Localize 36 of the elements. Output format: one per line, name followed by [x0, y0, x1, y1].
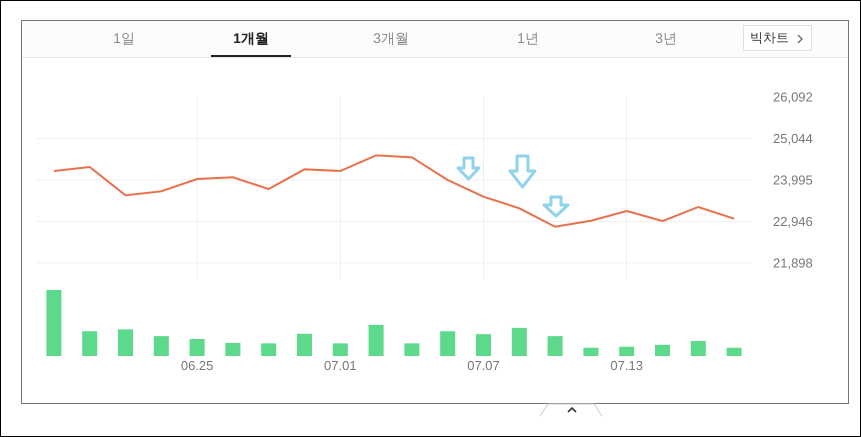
bar [368, 324, 384, 356]
bar [261, 343, 276, 356]
bar [654, 344, 670, 356]
bar [726, 348, 742, 356]
y-tick-label: 23,995 [773, 172, 813, 188]
bar [440, 331, 456, 356]
bar [190, 339, 205, 356]
x-tick-label: 07.13 [610, 358, 643, 373]
text: 3년 [654, 29, 678, 48]
text: 1개월 [211, 21, 291, 57]
x-tick-label: 06.25 [180, 358, 214, 373]
text: 1년 [516, 29, 540, 48]
text: 1일 [112, 29, 136, 48]
bar [512, 328, 527, 356]
bar [548, 336, 563, 356]
y-tick-label: 26,092 [773, 90, 813, 105]
bar [296, 334, 312, 356]
text: 빅차트 [743, 25, 812, 51]
x-tick-label: 07.07 [467, 358, 500, 373]
bar [404, 343, 420, 356]
bar [82, 331, 98, 356]
bar [476, 334, 492, 356]
bar [46, 290, 62, 356]
y-tick-label: 21,898 [773, 256, 813, 271]
bar [154, 336, 169, 356]
bar [619, 346, 634, 356]
bar [225, 342, 240, 356]
bar [583, 348, 598, 356]
y-tick-label: 22,946 [773, 214, 813, 230]
y-tick-label: 25,044 [773, 131, 813, 146]
line-series [52, 154, 736, 228]
bar [118, 329, 134, 356]
x-tick-label: 07.01 [324, 358, 357, 373]
bar [690, 340, 706, 356]
bar [332, 343, 348, 356]
text: 3개월 [372, 29, 410, 48]
